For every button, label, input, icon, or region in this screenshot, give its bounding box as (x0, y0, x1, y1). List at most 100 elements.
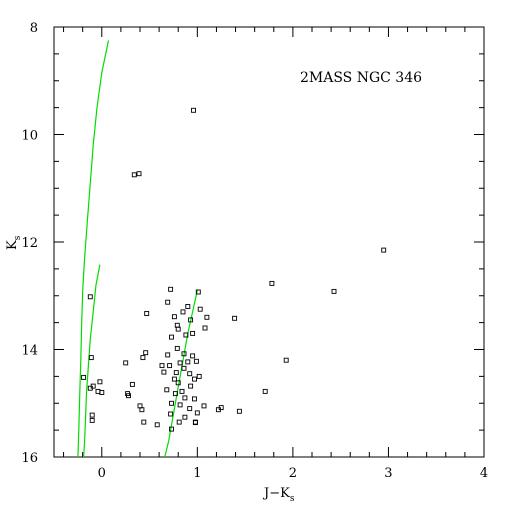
y-tick-label: 10 (21, 129, 38, 144)
plot-frame (53, 26, 485, 458)
data-point (171, 376, 177, 382)
data-point (232, 315, 238, 321)
data-point (131, 172, 137, 178)
data-point (140, 355, 146, 361)
data-point (143, 350, 149, 356)
data-point (190, 330, 196, 336)
data-point (185, 304, 191, 309)
data-point (164, 387, 170, 393)
x-tick-label: 3 (384, 466, 392, 481)
data-point (180, 309, 186, 315)
data-point (381, 247, 387, 253)
x-tick-label: 1 (193, 466, 201, 481)
y-tick-label: 8 (30, 21, 38, 36)
data-point (174, 345, 180, 351)
data-point (187, 406, 193, 412)
data-point (154, 422, 160, 428)
y-tick-label: 12 (21, 236, 38, 251)
data-point (188, 383, 194, 389)
data-point (165, 352, 171, 358)
data-point (81, 374, 87, 380)
data-point (176, 419, 182, 425)
data-point (175, 380, 181, 386)
data-point (168, 286, 174, 292)
data-point (202, 325, 208, 331)
data-point (183, 332, 189, 338)
data-point (173, 370, 179, 376)
data-point (196, 373, 202, 379)
isochrone-curves (77, 40, 198, 458)
data-point (141, 419, 147, 425)
x-tick-label: 4 (480, 466, 488, 481)
data-point (99, 390, 105, 395)
data-point (283, 357, 289, 363)
data-point (236, 408, 242, 414)
data-point (165, 299, 171, 305)
data-point (190, 353, 196, 359)
data-point (161, 369, 167, 375)
data-point (88, 355, 94, 361)
data-point (262, 388, 268, 394)
y-axis-label: Ks (5, 235, 23, 250)
data-point (89, 417, 95, 423)
data-point (181, 365, 187, 371)
data-point (194, 410, 200, 416)
data-point (169, 426, 174, 432)
data-point (181, 351, 187, 357)
data-point (193, 358, 199, 364)
data-point (169, 400, 174, 406)
data-point (169, 334, 174, 340)
data-point (177, 402, 183, 408)
data-point (218, 405, 224, 411)
data-point (123, 360, 129, 366)
data-point (182, 414, 188, 420)
data-point (136, 171, 142, 177)
data-point (197, 306, 203, 312)
data-point (182, 395, 188, 401)
data-point (201, 403, 207, 409)
data-point (195, 289, 201, 295)
data-point (144, 311, 150, 316)
isochrone-line-2 (83, 264, 101, 458)
data-point (129, 381, 135, 387)
data-point (171, 314, 177, 320)
isochrone-line-3 (164, 290, 198, 458)
isochrone-line-1 (77, 40, 110, 458)
y-axis-label-subscript: s (13, 235, 23, 240)
data-point (159, 363, 165, 369)
x-axis-label-main: J−K (262, 486, 290, 501)
data-point (177, 360, 183, 366)
data-point (192, 419, 198, 425)
axis-ticks (54, 26, 485, 458)
data-point (168, 411, 174, 417)
data-point (89, 412, 95, 418)
data-point (175, 326, 181, 332)
data-point (188, 317, 194, 323)
chart-title: 2MASS NGC 346 (300, 70, 422, 86)
data-point (191, 107, 196, 113)
data-point (192, 376, 197, 382)
data-point (331, 288, 337, 294)
data-point (139, 407, 145, 413)
data-point (126, 393, 131, 399)
data-point (204, 314, 210, 320)
data-point (167, 363, 173, 369)
data-points (81, 107, 387, 432)
data-point (185, 359, 191, 365)
data-point (97, 379, 103, 385)
x-axis-label: J−Ks (262, 486, 295, 504)
data-point (179, 388, 185, 394)
data-point (187, 371, 193, 377)
data-point (269, 280, 275, 286)
x-tick-label: 0 (98, 466, 106, 481)
x-tick-label: 2 (289, 466, 297, 481)
x-axis-label-subscript: s (290, 494, 295, 504)
y-axis-label-main: K (5, 240, 20, 250)
data-point (172, 391, 178, 397)
data-point (87, 294, 93, 300)
y-tick-label: 16 (21, 451, 38, 466)
data-point (192, 396, 197, 402)
data-point (87, 385, 93, 391)
